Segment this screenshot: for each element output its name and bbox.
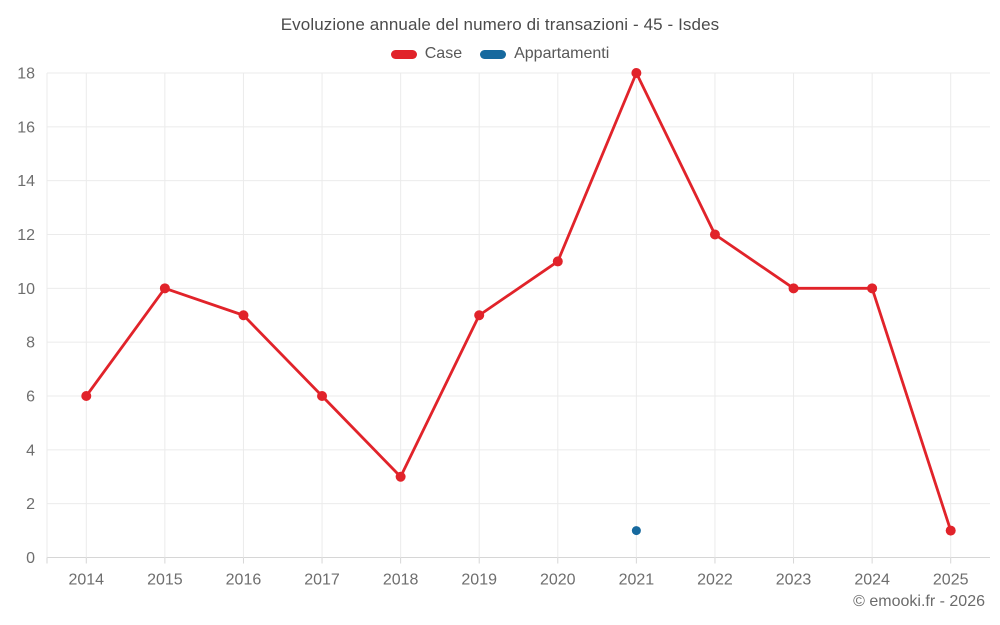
- y-tick-label-4: 4: [26, 442, 35, 459]
- x-tick-label-2024: 2024: [854, 572, 890, 589]
- y-tick-label-18: 18: [17, 65, 35, 82]
- y-tick-label-0: 0: [26, 550, 35, 567]
- y-tick-label-10: 10: [17, 281, 35, 298]
- data-point-case-2016[interactable]: [238, 310, 249, 321]
- x-tick-label-2020: 2020: [540, 572, 576, 589]
- x-tick-label-2023: 2023: [776, 572, 812, 589]
- data-point-case-2020[interactable]: [552, 256, 563, 267]
- data-point-case-2023[interactable]: [788, 283, 799, 294]
- series-line-case: [84, 71, 953, 532]
- data-point-case-2017[interactable]: [317, 391, 328, 401]
- x-tick-label-2019: 2019: [461, 572, 497, 589]
- y-tick-label-12: 12: [17, 227, 35, 244]
- data-point-case-2014[interactable]: [81, 391, 92, 401]
- data-point-case-2015[interactable]: [159, 283, 170, 294]
- x-tick-label-2022: 2022: [697, 572, 733, 589]
- y-tick-label-16: 16: [17, 119, 35, 136]
- legend-label-case: Case: [424, 45, 463, 62]
- data-point-case-2021[interactable]: [631, 68, 642, 78]
- y-tick-label-14: 14: [17, 173, 35, 190]
- data-point-case-2025[interactable]: [945, 525, 956, 536]
- data-point-case-2022[interactable]: [709, 229, 720, 240]
- data-point-appartamenti-2021[interactable]: [631, 526, 641, 536]
- x-tick-label-2021: 2021: [619, 572, 655, 589]
- x-tick-label-2014: 2014: [68, 572, 104, 589]
- data-point-case-2019[interactable]: [474, 310, 485, 321]
- y-tick-label-6: 6: [26, 388, 35, 405]
- legend-label-appartamenti: Appartamenti: [514, 45, 610, 62]
- data-point-case-2018[interactable]: [395, 471, 406, 482]
- x-tick-label-2015: 2015: [147, 572, 183, 589]
- legend-swatch-case-icon: [390, 49, 417, 59]
- legend-swatch-appartamenti-icon: [480, 49, 507, 59]
- data-point-case-2024[interactable]: [867, 283, 878, 294]
- y-tick-label-8: 8: [26, 335, 35, 352]
- x-tick-label-2018: 2018: [383, 572, 419, 589]
- y-tick-label-2: 2: [26, 496, 35, 513]
- x-tick-label-2025: 2025: [933, 572, 969, 589]
- x-tick-label-2017: 2017: [304, 572, 340, 589]
- chart-title: Evoluzione annuale del numero di transaz…: [280, 15, 720, 34]
- legend-item-case[interactable]: Case: [390, 45, 463, 63]
- x-tick-label-2016: 2016: [226, 572, 262, 589]
- legend-item-appartamenti[interactable]: Appartamenti: [480, 45, 609, 63]
- copyright-footer: © emooki.fr - 2026: [853, 593, 985, 610]
- chart-legend: Case Appartamenti: [0, 45, 1000, 63]
